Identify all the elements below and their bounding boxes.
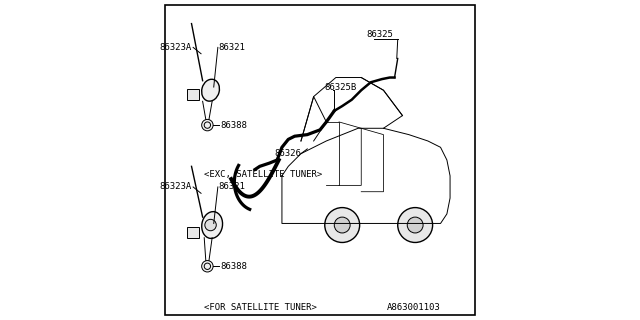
Circle shape (324, 208, 360, 243)
FancyBboxPatch shape (187, 227, 200, 238)
Text: 86325: 86325 (366, 30, 393, 39)
Text: 86388: 86388 (220, 121, 247, 130)
Text: 86321: 86321 (218, 182, 245, 191)
Circle shape (202, 260, 213, 272)
Text: <FOR SATELLITE TUNER>: <FOR SATELLITE TUNER> (204, 303, 317, 312)
Text: 86321: 86321 (218, 43, 245, 52)
Text: <EXC, SATELLITE TUNER>: <EXC, SATELLITE TUNER> (204, 170, 323, 179)
Circle shape (397, 208, 433, 243)
Text: 86388: 86388 (220, 262, 247, 271)
Text: A863001103: A863001103 (387, 303, 440, 312)
Ellipse shape (202, 212, 223, 238)
Circle shape (407, 217, 423, 233)
Text: 86323A: 86323A (159, 43, 191, 52)
Text: 86326: 86326 (274, 149, 301, 158)
Circle shape (334, 217, 350, 233)
Ellipse shape (202, 79, 220, 101)
FancyBboxPatch shape (187, 89, 200, 100)
Circle shape (202, 119, 213, 131)
Circle shape (205, 219, 216, 231)
Text: 86323A: 86323A (159, 182, 191, 191)
Text: 86325B: 86325B (324, 83, 357, 92)
